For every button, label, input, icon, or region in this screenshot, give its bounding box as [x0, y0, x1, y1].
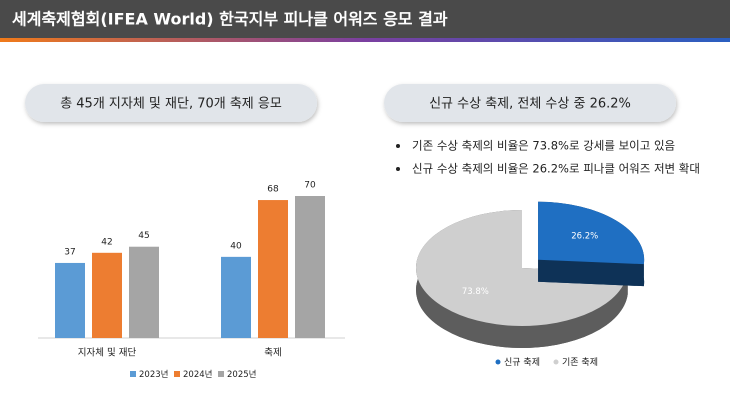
x-tick-label: 지자체 및 재단	[78, 347, 137, 359]
data-label: 37	[64, 247, 75, 257]
legend-swatch	[174, 371, 180, 377]
legend-swatch	[553, 359, 559, 365]
data-label: 70	[304, 181, 316, 191]
banner-text: 총 45개 지자체 및 재단, 70개 축제 응모	[60, 97, 282, 112]
legend-label: 2024년	[183, 369, 212, 380]
legend-label: 2023년	[139, 369, 168, 380]
legend-swatch	[130, 371, 136, 377]
bullet-dot	[396, 144, 400, 148]
slice	[538, 201, 645, 265]
legend-label: 신규 축제	[504, 357, 540, 368]
bar	[55, 262, 85, 338]
data-label: 40	[230, 241, 242, 251]
legend-swatch	[495, 359, 501, 365]
slice	[416, 210, 628, 326]
legend-label: 2025년	[227, 369, 256, 380]
legend-label: 기존 축제	[562, 357, 598, 368]
bar	[258, 200, 288, 338]
header-stripe	[0, 38, 730, 42]
header-bar	[0, 0, 730, 38]
bar	[129, 246, 159, 338]
data-label: 45	[138, 231, 149, 241]
data-label: 68	[267, 185, 279, 195]
banner	[25, 84, 317, 122]
bar	[221, 256, 251, 338]
bar	[295, 196, 325, 338]
bar	[92, 252, 122, 338]
banner	[384, 84, 676, 122]
header-title: 세계축제협회(IFEA World) 한국지부 피나클 어워즈 응모 결과	[12, 10, 448, 29]
legend-swatch	[218, 371, 224, 377]
banner-text: 신규 수상 축제, 전체 수상 중 26.2%	[429, 97, 631, 112]
slice-side	[538, 259, 644, 287]
data-label: 26.2%	[571, 232, 598, 242]
data-label: 42	[101, 237, 112, 247]
bullet-text: 기존 수상 축제의 비율은 73.8%로 강세를 보이고 있음	[412, 139, 675, 153]
bullet-text: 신규 수상 축제의 비율은 26.2%로 피나클 어워즈 저변 확대	[412, 162, 700, 176]
bullet-dot	[396, 167, 400, 171]
data-label: 73.8%	[462, 287, 489, 297]
x-tick-label: 축제	[264, 348, 281, 359]
